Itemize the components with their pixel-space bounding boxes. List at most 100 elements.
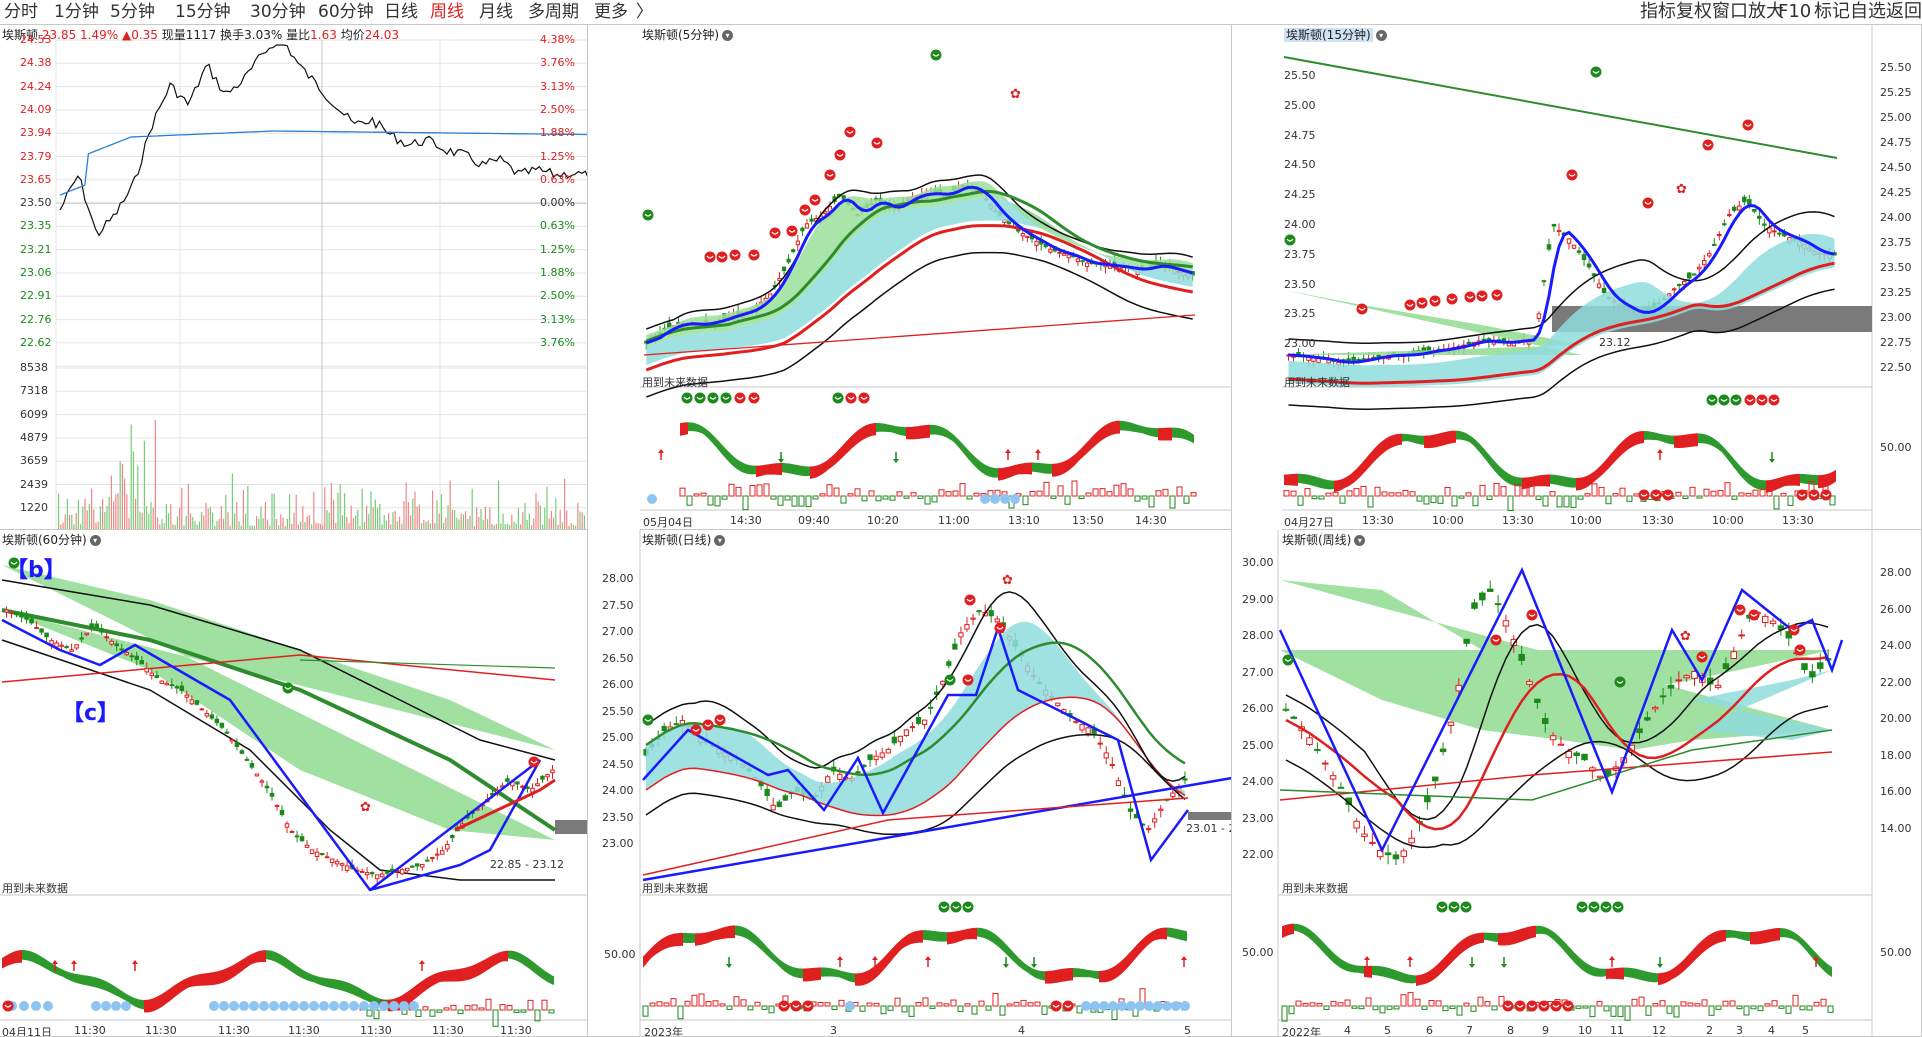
period-tab[interactable]: 30分钟 — [250, 2, 306, 22]
toolbar-action[interactable]: 复权 — [1676, 1, 1712, 22]
candle — [1565, 750, 1573, 759]
candle — [1376, 354, 1381, 358]
candle — [1486, 588, 1494, 592]
axis-label: 24.00 — [1242, 775, 1274, 788]
volume-bar — [478, 517, 480, 529]
period-tab[interactable]: 日线 — [384, 2, 418, 22]
indicator-wave — [1060, 462, 1062, 476]
period-tab[interactable]: 5分钟 — [110, 2, 155, 22]
period-tab[interactable]: 更多 — [594, 2, 628, 22]
time-axis-label: 11 — [1610, 1024, 1624, 1037]
volume-bar — [97, 521, 99, 529]
indicator-wave — [1458, 430, 1460, 440]
volume-bar — [434, 523, 436, 529]
indicator-wave — [504, 950, 506, 962]
indicator-bar — [1694, 1003, 1701, 1007]
toolbar-action[interactable]: 标记 — [1814, 1, 1850, 22]
toolbar-action[interactable]: 自选 — [1850, 1, 1886, 22]
indicator-bar — [1570, 495, 1577, 508]
period-tab[interactable]: 60分钟 — [318, 2, 374, 22]
candle — [1573, 752, 1580, 757]
indicator-wave — [935, 931, 937, 942]
indicator-wave — [976, 457, 978, 470]
indicator-level: 50.00 — [1880, 441, 1912, 454]
period-tab[interactable]: 1分钟 — [54, 2, 99, 22]
indicator-wave — [1173, 928, 1175, 939]
m5-panel[interactable]: ✿ 埃斯顿(5分钟) ▾ 用到未来数据 05月04日 14:30 09:40 10:20… — [640, 25, 1232, 530]
toolbar-action[interactable]: 指标 — [1640, 1, 1676, 22]
period-tab[interactable]: 分时 — [4, 2, 38, 22]
indicator-wave — [1612, 968, 1614, 979]
time-axis-label: 05月04日 — [643, 516, 693, 529]
indicator-wave — [536, 963, 538, 976]
indicator-wave — [1762, 480, 1764, 490]
candle — [229, 739, 235, 742]
volume-bar — [407, 502, 409, 529]
period-tab[interactable]: 15分钟 — [175, 2, 231, 22]
indicator-wave — [992, 467, 994, 478]
indicator-bar — [1710, 490, 1717, 497]
volume-bar — [196, 524, 198, 529]
m60-title[interactable]: 埃斯顿(60分钟) ▾ — [2, 531, 101, 548]
toolbar-action[interactable]: F10 — [1778, 1, 1812, 22]
candle — [414, 863, 420, 867]
chevron-down-icon[interactable]: ▾ — [1354, 535, 1366, 546]
candle — [9, 611, 14, 614]
candle — [69, 649, 74, 652]
indicator-wave — [1506, 932, 1508, 946]
indicator-wave — [857, 973, 859, 986]
indicator-wave — [1620, 441, 1622, 457]
indicator-wave — [46, 959, 48, 970]
volume-bar — [236, 502, 238, 529]
candle — [1601, 287, 1607, 294]
indicator-wave — [1042, 463, 1044, 474]
volume-bar — [304, 521, 306, 529]
indicator-wave — [758, 465, 760, 477]
more-chevron-icon[interactable]: 〉 — [636, 2, 653, 22]
indicator-wave — [1676, 964, 1678, 978]
chevron-down-icon[interactable]: ▾ — [722, 30, 733, 41]
indicator-wave — [773, 953, 775, 963]
indicator-wave — [1368, 453, 1370, 469]
indicator-wave — [1050, 463, 1052, 474]
daily-panel[interactable]: ✿ 埃斯顿(日线) ▾ 28.00 27.50 27.00 26.50 26.00 25.5… — [588, 530, 1232, 1037]
indicator-wave — [1188, 431, 1190, 442]
volume-bar — [253, 525, 255, 529]
candle — [264, 785, 270, 789]
time-axis-label: 5 — [1184, 1024, 1191, 1037]
chevron-down-icon[interactable]: ▾ — [89, 535, 101, 546]
weekly-panel[interactable]: ✿ 埃斯顿(周线) ▾ 30.00 29.00 28.00 27.00 26.00 25.0… — [1232, 530, 1922, 1037]
indicator-wave — [1612, 450, 1614, 465]
sell-signal-icon-mark — [1796, 648, 1804, 652]
m15-title[interactable]: 埃斯顿(15分钟) ▾ — [1284, 26, 1387, 43]
indicator-bar — [910, 492, 917, 497]
indicator-bar — [805, 495, 812, 508]
time-axis-label: 13:50 — [1072, 514, 1104, 527]
chevron-down-icon[interactable]: ▾ — [714, 535, 726, 546]
buy-signal-icon — [1436, 901, 1448, 913]
toolbar-action[interactable]: 返回 — [1886, 1, 1922, 22]
indicator-wave — [1538, 925, 1540, 934]
period-tab[interactable]: 月线 — [479, 2, 513, 22]
sell-signal-icon-mark — [736, 396, 744, 400]
weekly-title[interactable]: 埃斯顿(周线) ▾ — [1282, 531, 1366, 548]
chevron-down-icon[interactable]: ▾ — [1375, 30, 1387, 41]
indicator-wave — [1282, 925, 1284, 939]
indicator-wave — [134, 997, 136, 1008]
indicator-wave — [848, 437, 850, 453]
m15-panel[interactable]: ✿ 埃斯顿(15分钟) ▾ 用到未来数据 25.50 25.25 25.00 24.75… — [1282, 25, 1922, 530]
volume-bar — [209, 506, 211, 529]
indicator-wave — [888, 424, 890, 433]
volume-bar — [328, 512, 330, 529]
m5-title[interactable]: 埃斯顿(5分钟) ▾ — [642, 26, 733, 43]
period-tab[interactable]: 周线 — [430, 2, 464, 22]
indicator-wave — [933, 930, 935, 942]
period-tab[interactable]: 多周期 — [528, 2, 579, 22]
indicator-bar — [1675, 491, 1682, 497]
indicator-wave — [1314, 476, 1316, 487]
toolbar-action[interactable]: 窗口放大 — [1712, 1, 1784, 22]
indicator-wave — [1452, 430, 1454, 444]
m60-panel[interactable]: ✿ 埃斯顿(60分钟) ▾ 【b】 【c】 22.85 - 23.12 用到未来数… — [0, 530, 588, 1037]
indicator-wave — [200, 973, 202, 986]
daily-title[interactable]: 埃斯顿(日线) ▾ — [642, 531, 726, 548]
